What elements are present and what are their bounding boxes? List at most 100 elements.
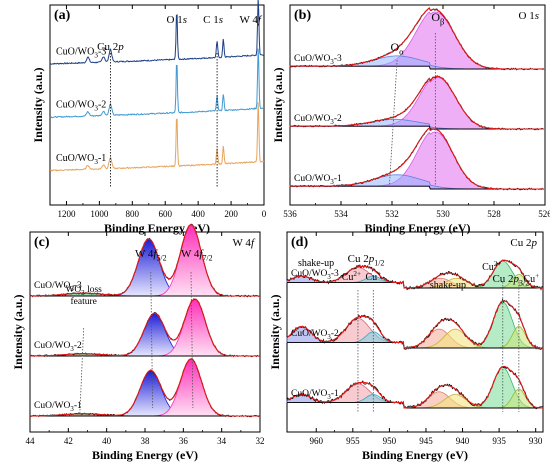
- x-tick-label: 800: [126, 209, 140, 219]
- series-label: CuO/WO3-3: [294, 54, 342, 66]
- fit-envelope: [29, 358, 260, 417]
- survey-curve: [49, 48, 264, 119]
- x-tick-label: 528: [487, 209, 501, 219]
- y-axis-label: Intensity (a.u.): [268, 294, 282, 369]
- peak-label: Cu+: [365, 270, 381, 283]
- panel-d: 960 955 950 945 940 935 930 Binding Energy (eV)…: [268, 231, 544, 462]
- x-axis-ticks: 44 42 40 38 36 34 32: [26, 232, 265, 446]
- plot-frame: [49, 4, 265, 206]
- survey-curve: [49, 0, 265, 65]
- peak-label: W 4f: [239, 14, 262, 26]
- series-label: CuO/WO3-1: [294, 174, 342, 186]
- series-label: CuO/WO3-1: [291, 389, 339, 401]
- peak-label: C 1s: [203, 14, 223, 26]
- y-axis-label: Intensity (a.u.): [271, 67, 285, 142]
- series-label: CuO/WO3-2: [294, 114, 342, 126]
- series-CuO/WO3-3: CuO/WO3-3: [289, 7, 545, 71]
- peak-label: W 4f5/2: [135, 248, 167, 262]
- x-tick-label: 36: [179, 436, 189, 446]
- fit-envelope: [29, 298, 260, 357]
- peak-label: Cu 2p3/2: [492, 273, 529, 287]
- fit-envelope: [286, 259, 543, 289]
- baseline: [287, 342, 543, 349]
- peak-label: Cu+: [523, 272, 539, 285]
- x-axis-ticks: 536 534 532 530 528 526: [283, 5, 550, 219]
- x-tick-label: 950: [383, 436, 397, 446]
- x-tick-label: 40: [102, 436, 112, 446]
- series-CuO/WO3-2: CuO/WO3-2: [286, 298, 544, 350]
- panel-c: 44 42 40 38 36 34 32 Binding Energy (eV) Intensi…: [11, 223, 265, 462]
- y-axis-label: Intensity (a.u.): [31, 67, 45, 142]
- x-tick-label: 42: [64, 436, 73, 446]
- x-tick-label: 44: [26, 436, 36, 446]
- x-tick-label: 536: [283, 209, 297, 219]
- x-tick-label: 32: [256, 436, 265, 446]
- x-axis-label: Binding Energy (eV): [362, 448, 468, 462]
- x-tick-label: 935: [492, 436, 506, 446]
- peak-label: shake-up: [298, 258, 334, 269]
- fit-envelope: [30, 224, 260, 297]
- fit-envelope: [290, 7, 544, 70]
- x-tick-label: 945: [419, 436, 433, 446]
- fit-envelope: [290, 127, 544, 190]
- x-tick-label: 200: [224, 209, 238, 219]
- fit-envelope: [290, 75, 544, 130]
- series-CuO/WO3-1: CuO/WO3-1: [29, 358, 260, 418]
- x-tick-label: 400: [191, 209, 205, 219]
- series-CuO/WO3-2: CuO/WO3-2: [289, 75, 544, 131]
- x-tick-label: 1200: [57, 209, 76, 219]
- panel-b: 536 534 532 530 528 526 Binding Energy (eV) Int…: [271, 4, 550, 235]
- panel-label: (d): [291, 235, 308, 250]
- x-tick-label: 534: [334, 209, 348, 219]
- x-axis-ticks: 1200 1000 800 600 400 200 0: [57, 5, 267, 219]
- annotation: WO3 loss: [65, 285, 102, 297]
- panel-label: (a): [54, 8, 71, 23]
- x-tick-label: 940: [456, 436, 470, 446]
- panel-label: (c): [34, 235, 50, 250]
- fit-envelope: [286, 365, 543, 409]
- peak-label: O 1s: [167, 14, 187, 26]
- x-tick-label: 34: [217, 436, 227, 446]
- series-label: CuO/WO3-2: [291, 329, 339, 341]
- series-label: CuO/WO3-2: [34, 341, 82, 353]
- x-tick-label: 0: [262, 209, 267, 219]
- peak-label: shake-up: [430, 280, 466, 291]
- x-tick-label: 1000: [90, 209, 109, 219]
- annotation: feature: [70, 296, 96, 307]
- x-tick-label: 930: [529, 436, 543, 446]
- x-tick-label: 960: [310, 436, 324, 446]
- survey-curve: [49, 102, 265, 172]
- plot-frame: [286, 231, 544, 433]
- corner-label: Cu 2p: [510, 237, 537, 249]
- panel-label: (b): [294, 8, 311, 23]
- x-tick-label: 530: [436, 209, 450, 219]
- series-CuO/WO3-3: CuO/WO3-3: [29, 223, 260, 298]
- guide-line: [79, 327, 85, 415]
- x-tick-label: 600: [158, 209, 172, 219]
- x-tick-label: 532: [385, 209, 399, 219]
- peak-label: Cu2+: [342, 270, 361, 283]
- series-CuO/WO3-2: CuO/WO3-2: [29, 298, 260, 358]
- x-tick-label: 38: [141, 436, 151, 446]
- y-axis-label: Intensity (a.u.): [11, 294, 25, 369]
- peak-label: W 4f7/2: [181, 248, 213, 262]
- x-axis-label: Binding Energy (eV): [92, 448, 198, 462]
- series-CuO/WO3-1: CuO/WO3-1: [286, 365, 544, 410]
- series-label: CuO/WO3-3: [56, 46, 106, 59]
- x-axis-label: Binding Energy (eV): [364, 221, 470, 235]
- corner-label: W 4f: [233, 237, 256, 249]
- series-label: CuO/WO3-1: [56, 153, 106, 166]
- peak-label: Oα: [390, 40, 404, 57]
- peak-label: Cu 2p: [97, 41, 124, 53]
- fit-envelope: [286, 300, 544, 349]
- series-label: CuO/WO3-2: [56, 100, 106, 113]
- x-tick-label: 526: [538, 209, 550, 219]
- corner-label: O 1s: [519, 10, 539, 22]
- x-tick-label: 955: [346, 436, 360, 446]
- peak-label: Cu 2p1/2: [348, 253, 385, 267]
- x-axis-ticks: 960 955 950 945 940 935 930: [310, 232, 543, 446]
- peak-label: Cu2+: [482, 260, 501, 273]
- series-label: CuO/WO3-3: [291, 269, 339, 281]
